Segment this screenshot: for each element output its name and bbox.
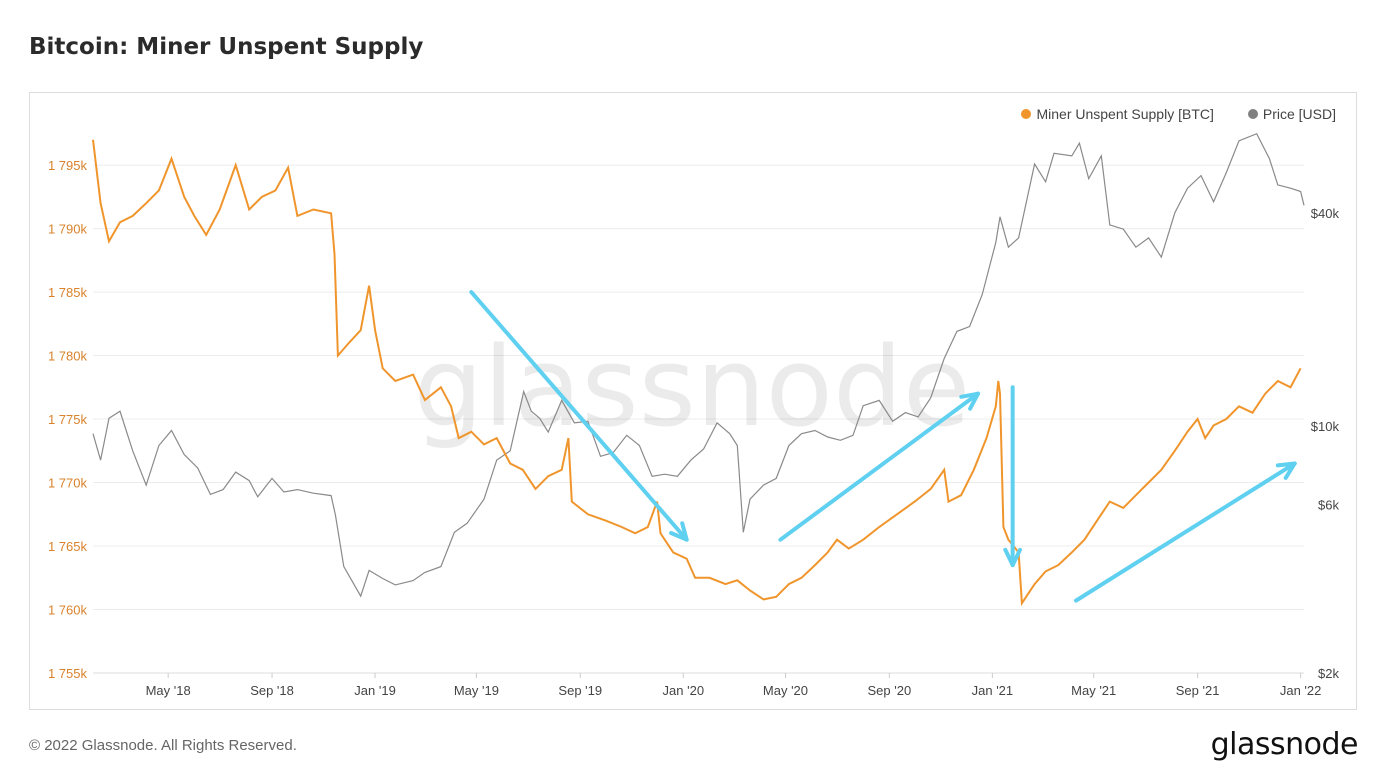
trend-arrow bbox=[1003, 385, 1022, 568]
x-tick-label: Jan '19 bbox=[354, 683, 396, 698]
trend-arrow-head bbox=[669, 521, 689, 542]
watermark: glassnode bbox=[414, 323, 971, 451]
x-tick-label: Sep '19 bbox=[558, 683, 602, 698]
trend-arrow-head bbox=[1003, 547, 1022, 568]
y-left-tick-label: 1 780k bbox=[48, 349, 88, 364]
x-axis: May '18 Sep '18 Jan '19 May '19 Sep '19 Jan '… bbox=[93, 672, 1322, 698]
x-tick-label: Jan '20 bbox=[663, 683, 705, 698]
x-tick-label: May '20 bbox=[763, 683, 808, 698]
legend-dot-supply bbox=[1021, 109, 1032, 119]
annotation-arrows bbox=[469, 290, 1297, 603]
x-tick-label: May '19 bbox=[454, 683, 499, 698]
trend-arrow-shaft bbox=[778, 391, 981, 542]
x-tick-label: Sep '21 bbox=[1176, 683, 1220, 698]
trend-arrow-head bbox=[1275, 461, 1297, 480]
y-right-tick-label: $40k bbox=[1311, 206, 1340, 221]
x-tick-label: May '18 bbox=[146, 683, 191, 698]
trend-arrow bbox=[469, 290, 689, 542]
y-axis-left: 1 755k 1 760k 1 765k 1 770k 1 775k 1 780k 1 78… bbox=[48, 158, 88, 681]
series-line-miner-unspent-supply bbox=[92, 139, 1302, 607]
page-title: Bitcoin: Miner Unspent Supply bbox=[29, 34, 424, 60]
trend-arrow-shaft bbox=[1073, 461, 1297, 603]
y-left-tick-label: 1 765k bbox=[48, 539, 88, 554]
y-left-tick-label: 1 790k bbox=[48, 222, 88, 237]
y-left-tick-label: 1 755k bbox=[48, 666, 88, 681]
trend-arrow-shaft bbox=[469, 290, 689, 542]
series-line-price bbox=[92, 132, 1305, 598]
y-right-tick-label: $10k bbox=[1311, 419, 1340, 434]
trend-arrow bbox=[778, 391, 981, 542]
copyright-footer: © 2022 Glassnode. All Rights Reserved. bbox=[29, 737, 297, 754]
y-left-tick-label: 1 785k bbox=[48, 285, 88, 300]
x-tick-label: Sep '20 bbox=[868, 683, 912, 698]
legend-label-price: Price [USD] bbox=[1262, 106, 1336, 122]
legend-label-supply: Miner Unspent Supply [BTC] bbox=[1036, 106, 1214, 122]
legend: Miner Unspent Supply [BTC] Price [USD] bbox=[1021, 106, 1336, 122]
y-left-tick-label: 1 770k bbox=[48, 476, 88, 491]
y-right-tick-label: $2k bbox=[1318, 666, 1339, 681]
x-tick-label: Jan '22 bbox=[1280, 683, 1322, 698]
trend-arrow bbox=[1073, 461, 1297, 603]
y-left-tick-label: 1 760k bbox=[48, 603, 88, 618]
grid-lines bbox=[93, 164, 1304, 674]
brand-logo[interactable]: glassnode bbox=[1210, 727, 1359, 762]
trend-arrow-head bbox=[959, 391, 980, 411]
y-axis-right: $2k $6k $10k $40k bbox=[1311, 206, 1340, 681]
x-tick-label: Jan '21 bbox=[972, 683, 1014, 698]
y-left-tick-label: 1 775k bbox=[48, 412, 88, 427]
y-right-tick-label: $6k bbox=[1318, 497, 1339, 512]
chart-panel bbox=[29, 92, 1357, 710]
y-left-tick-label: 1 795k bbox=[48, 158, 88, 173]
legend-item-supply[interactable]: Miner Unspent Supply [BTC] bbox=[1021, 106, 1214, 122]
legend-item-price[interactable]: Price [USD] bbox=[1247, 106, 1336, 122]
x-tick-label: Sep '18 bbox=[250, 683, 294, 698]
legend-dot-price bbox=[1247, 109, 1258, 119]
x-tick-label: May '21 bbox=[1071, 683, 1116, 698]
